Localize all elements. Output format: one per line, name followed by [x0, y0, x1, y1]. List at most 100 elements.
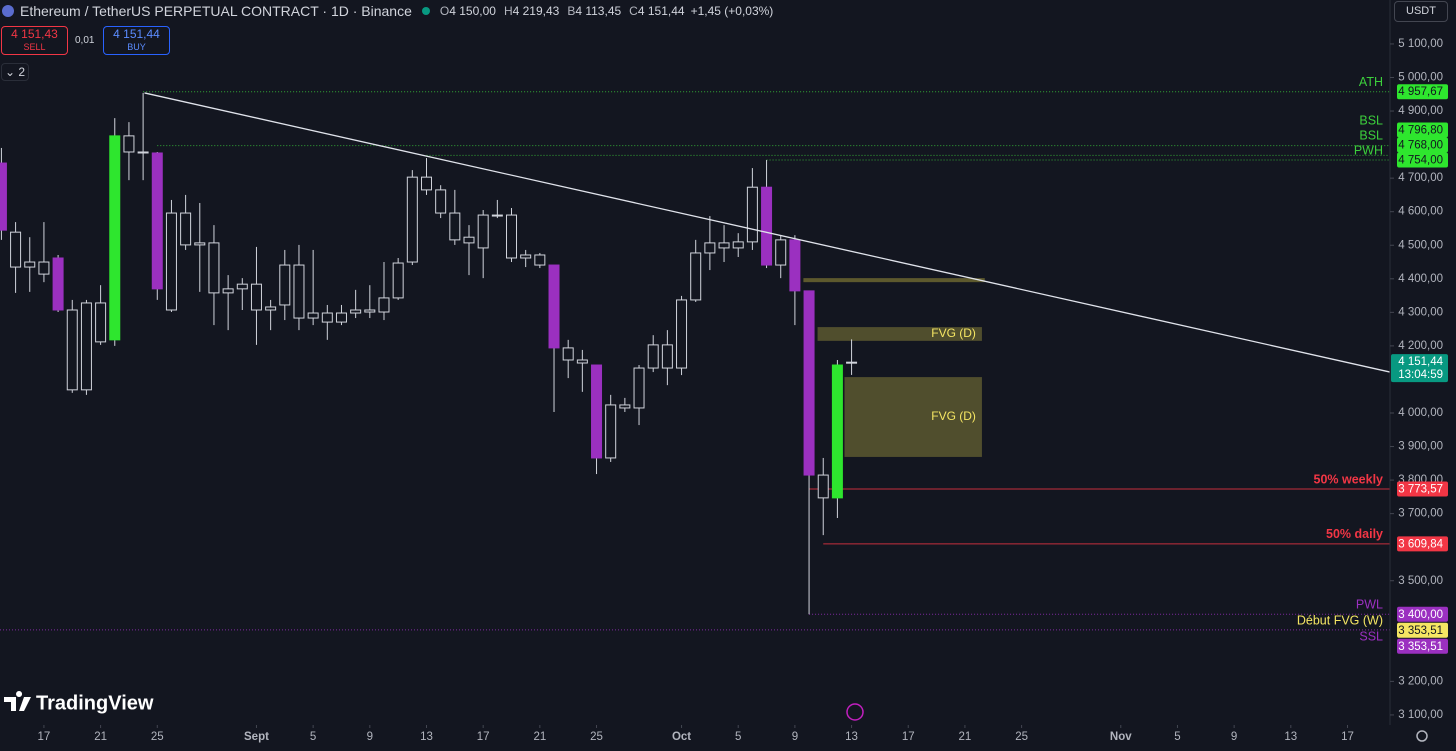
ohlc-key: H [503, 4, 513, 18]
x-tick-label: 5 [1174, 731, 1180, 743]
candle-body [491, 214, 503, 217]
candle-body [732, 241, 744, 249]
price-badge [1397, 152, 1448, 168]
x-tick-label: 25 [590, 731, 603, 743]
ohlc-value: 4 219,43 [512, 4, 560, 18]
candle-body [66, 309, 78, 391]
y-tick-label: 4 400,00 [1398, 273, 1443, 285]
watermark-text: TradingView [36, 692, 154, 714]
candle-body [165, 212, 177, 311]
x-tick-label: 17 [902, 731, 915, 743]
level-label: PWL [1356, 598, 1383, 612]
buy-button[interactable]: 4 151,44 BUY [103, 26, 170, 55]
fvg-zone [844, 377, 982, 457]
candle-body [633, 367, 645, 409]
price-badge [1397, 122, 1448, 138]
price-badge-label: 3 400,00 [1398, 609, 1443, 621]
ohlc-item: B4 113,45 [567, 4, 621, 18]
candle-body [151, 152, 163, 290]
price-badge-label: 3 353,51 [1398, 625, 1443, 637]
countdown: 13:04:59 [1398, 369, 1443, 381]
y-tick-label: 5 100,00 [1398, 38, 1443, 50]
fvg-zone [817, 327, 982, 341]
candle-body [449, 212, 461, 241]
candle-body [831, 364, 843, 499]
sell-price: 4 151,43 [11, 27, 58, 41]
candle-body [520, 254, 532, 259]
candle-body [817, 474, 829, 499]
price-badge [1397, 84, 1448, 100]
buy-price: 4 151,44 [113, 27, 160, 41]
candle-body [406, 176, 418, 263]
level-label: 50% weekly [1314, 472, 1384, 486]
header: Ethereum / TetherUS PERPETUAL CONTRACT ·… [2, 3, 773, 19]
y-tick-label: 4 900,00 [1398, 105, 1443, 117]
price-badge-label: 3 609,84 [1398, 538, 1443, 550]
y-tick-label: 3 500,00 [1398, 575, 1443, 587]
candle-body [123, 135, 135, 153]
candle-body [619, 404, 631, 409]
price-badge-label: 4 796,80 [1398, 125, 1443, 137]
settings-icon[interactable] [1416, 730, 1428, 742]
y-tick-label: 4 600,00 [1398, 206, 1443, 218]
y-tick-label: 4 200,00 [1398, 340, 1443, 352]
price-badge-label: 4 754,00 [1398, 155, 1443, 167]
candle-body [605, 404, 617, 459]
price-badge [1397, 536, 1448, 552]
watermark: TradingView [4, 691, 154, 714]
fvg-label: FVG (D) [931, 326, 976, 340]
fvg-zone [803, 278, 985, 283]
candle-body [576, 359, 588, 364]
x-tick-label: 17 [477, 731, 490, 743]
last-price-badge [1391, 354, 1448, 383]
x-tick-label: Oct [672, 731, 691, 743]
level-label: PWH [1354, 143, 1383, 157]
plot-area: FVG (D) FVG (D) [0, 91, 1391, 631]
candle-body [548, 264, 560, 349]
candle-body [279, 264, 291, 306]
candle-body [80, 302, 92, 391]
level-label: SSL [1359, 630, 1383, 644]
ohlc-item: C4 151,44 [629, 4, 684, 18]
candle-body [208, 242, 220, 294]
ohlc-value: 4 150,00 [449, 4, 496, 18]
price-badge [1397, 606, 1448, 622]
candle-body [746, 186, 758, 243]
y-tick-label: 4 000,00 [1398, 407, 1443, 419]
x-tick-label: 21 [959, 731, 972, 743]
candle-body [250, 283, 262, 311]
change: +1,45 (+0,03%) [690, 4, 774, 18]
event-icon[interactable] [846, 703, 864, 721]
price-badge [1397, 481, 1448, 497]
candle-body [194, 242, 206, 246]
candle-body [846, 361, 858, 364]
sell-button[interactable]: 4 151,43 SELL [1, 26, 68, 55]
y-tick-label: 5 000,00 [1398, 72, 1443, 84]
x-tick-label: 5 [735, 731, 741, 743]
x-tick-label: 13 [420, 731, 433, 743]
symbol-title: Ethereum / TetherUS PERPETUAL CONTRACT ·… [20, 3, 412, 19]
candle-body [775, 239, 787, 266]
x-tick-label: 13 [845, 731, 858, 743]
spread: 0,01 [75, 35, 95, 46]
candle-body [307, 312, 319, 319]
price-badge [1397, 137, 1448, 153]
candle-body [38, 261, 50, 275]
price-badge [1397, 622, 1448, 638]
candle-body [335, 312, 347, 323]
ohlc-key: O [439, 4, 450, 18]
layers-toggle[interactable]: ⌄ 2 [1, 63, 29, 81]
ohlc-value: 4 113,45 [575, 4, 622, 18]
y-tick-label: 4 500,00 [1398, 239, 1443, 251]
candle-body [52, 257, 64, 311]
candle-body [676, 299, 688, 369]
candle-body [180, 212, 192, 246]
fvg-label: FVG (D) [931, 409, 976, 423]
layers-count: 2 [18, 65, 26, 79]
level-label: ATH [1359, 75, 1383, 89]
currency-button[interactable]: USDT [1394, 1, 1448, 22]
market-dot [421, 7, 430, 15]
x-tick-label: 17 [1341, 731, 1354, 743]
